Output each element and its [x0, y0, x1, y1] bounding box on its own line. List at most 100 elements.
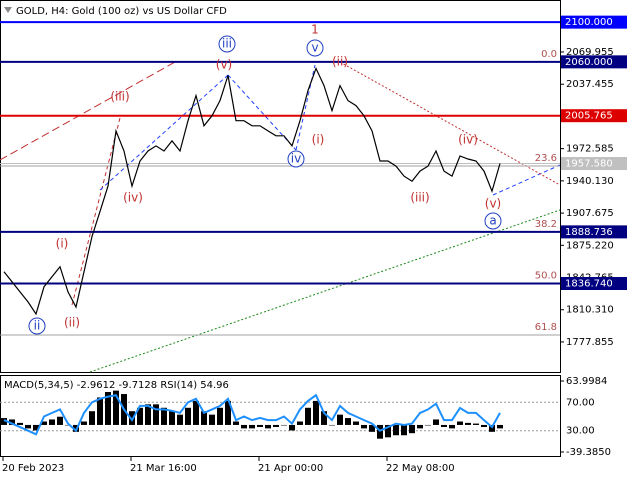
macd-bar	[161, 407, 167, 425]
fib-label: 23.6	[535, 153, 557, 164]
wave-label: (v)	[216, 58, 232, 72]
main-panel	[0, 0, 561, 373]
y-tick-label: -39.3850	[566, 447, 611, 458]
y-tick-label: 1875.220	[566, 240, 614, 251]
macd-bar	[329, 424, 335, 426]
fib-label: 0.0	[541, 49, 557, 60]
level-label: 1888.736	[565, 227, 613, 238]
macd-bar	[81, 421, 87, 425]
level-label: 1836.740	[565, 279, 613, 290]
macd-bar	[33, 424, 39, 431]
wave-label: (ii)	[64, 316, 80, 330]
macd-bar	[241, 424, 247, 429]
macd-bar	[481, 424, 487, 428]
macd-bar	[441, 424, 447, 428]
macd-bar	[289, 424, 295, 431]
level-box	[561, 109, 627, 123]
trend-line	[0, 61, 176, 161]
macd-bar	[313, 400, 319, 425]
macd-bar	[249, 424, 255, 429]
y-tick-label: 63.9984	[566, 376, 607, 387]
fib-label: 50.0	[535, 271, 557, 282]
fib-label: 38.2	[535, 219, 557, 230]
wave-label: (iv)	[458, 133, 478, 147]
macd-bar	[113, 390, 119, 425]
wave-label: (i)	[312, 133, 325, 147]
wave-circle	[484, 212, 502, 230]
y-tick-label: 1907.675	[566, 208, 614, 219]
macd-bar	[409, 424, 415, 434]
macd-bar	[273, 424, 279, 428]
macd-bar	[377, 424, 383, 439]
macd-bar	[41, 421, 47, 425]
macd-bar	[201, 411, 207, 425]
macd-bar	[1, 418, 7, 425]
macd-bar	[361, 424, 367, 429]
macd-bar	[305, 407, 311, 425]
macd-bar	[497, 424, 503, 429]
indicator-title: MACD(5,34,5) -2.9612 -9.7128 RSI(14) 54.…	[4, 380, 229, 391]
trend-line	[89, 209, 561, 373]
wave-label: (iii)	[110, 90, 129, 104]
wave-label: (i)	[56, 237, 69, 251]
macd-bar	[153, 404, 159, 425]
wave-circle	[306, 39, 324, 57]
wave-label: v	[311, 41, 318, 55]
macd-bar	[465, 422, 471, 425]
wave-circle	[287, 150, 305, 168]
wave-label: (v)	[485, 197, 501, 211]
symbol-icon	[4, 7, 12, 13]
macd-bar	[17, 422, 23, 425]
macd-bar	[105, 391, 111, 425]
y-tick-label: 1777.855	[566, 337, 614, 348]
macd-bar	[449, 424, 455, 429]
y2-tick-label: 30.00	[566, 426, 595, 437]
macd-bar	[193, 400, 199, 425]
x-tick-label: 22 May 08:00	[386, 463, 455, 474]
chart-title: GOLD, H4: Gold (100 oz) vs US Dollar CFD	[16, 6, 227, 17]
macd-bar	[145, 404, 151, 425]
macd-bar	[65, 424, 71, 426]
macd-bar	[89, 411, 95, 425]
macd-bar	[353, 421, 359, 425]
macd-bar	[49, 419, 55, 425]
macd-bar	[281, 424, 287, 426]
x-tick-label: 20 Feb 2023	[2, 463, 64, 474]
level-box	[561, 157, 627, 171]
wave-label: (iv)	[123, 191, 143, 205]
x-tick-label: 21 Apr 00:00	[258, 463, 323, 474]
level-box	[561, 15, 627, 29]
level-box	[561, 225, 627, 239]
wave-label: iii	[222, 37, 232, 51]
macd-bar	[209, 414, 215, 425]
y-tick-label: 1810.310	[566, 305, 614, 316]
macd-bar	[265, 424, 271, 429]
rsi-line	[3, 393, 501, 436]
fib-label: 61.8	[535, 322, 557, 333]
macd-bar	[233, 421, 239, 425]
wave-label: iv	[291, 152, 301, 166]
macd-bar	[297, 421, 303, 425]
x-tick-label: 21 Mar 16:00	[130, 463, 197, 474]
macd-bar	[9, 419, 15, 425]
level-box	[561, 277, 627, 291]
macd-bar	[385, 424, 391, 438]
level-label: 2100.000	[565, 17, 613, 28]
macd-bar	[185, 407, 191, 425]
macd-bar	[57, 416, 63, 425]
level-label: 2005.765	[565, 111, 613, 122]
indicator-panel	[0, 375, 561, 457]
macd-bar	[137, 407, 143, 425]
macd-bar	[337, 414, 343, 425]
macd-bar	[177, 414, 183, 425]
wave-label: ii	[34, 319, 41, 333]
trend-lines	[0, 61, 561, 373]
y-tick-label: 2037.455	[566, 79, 614, 90]
level-box	[561, 55, 627, 69]
level-label: 1957.580	[565, 159, 613, 170]
y2-tick-label: 70.00	[566, 397, 595, 408]
macd-bar	[417, 424, 423, 429]
wave-circle	[218, 35, 236, 53]
